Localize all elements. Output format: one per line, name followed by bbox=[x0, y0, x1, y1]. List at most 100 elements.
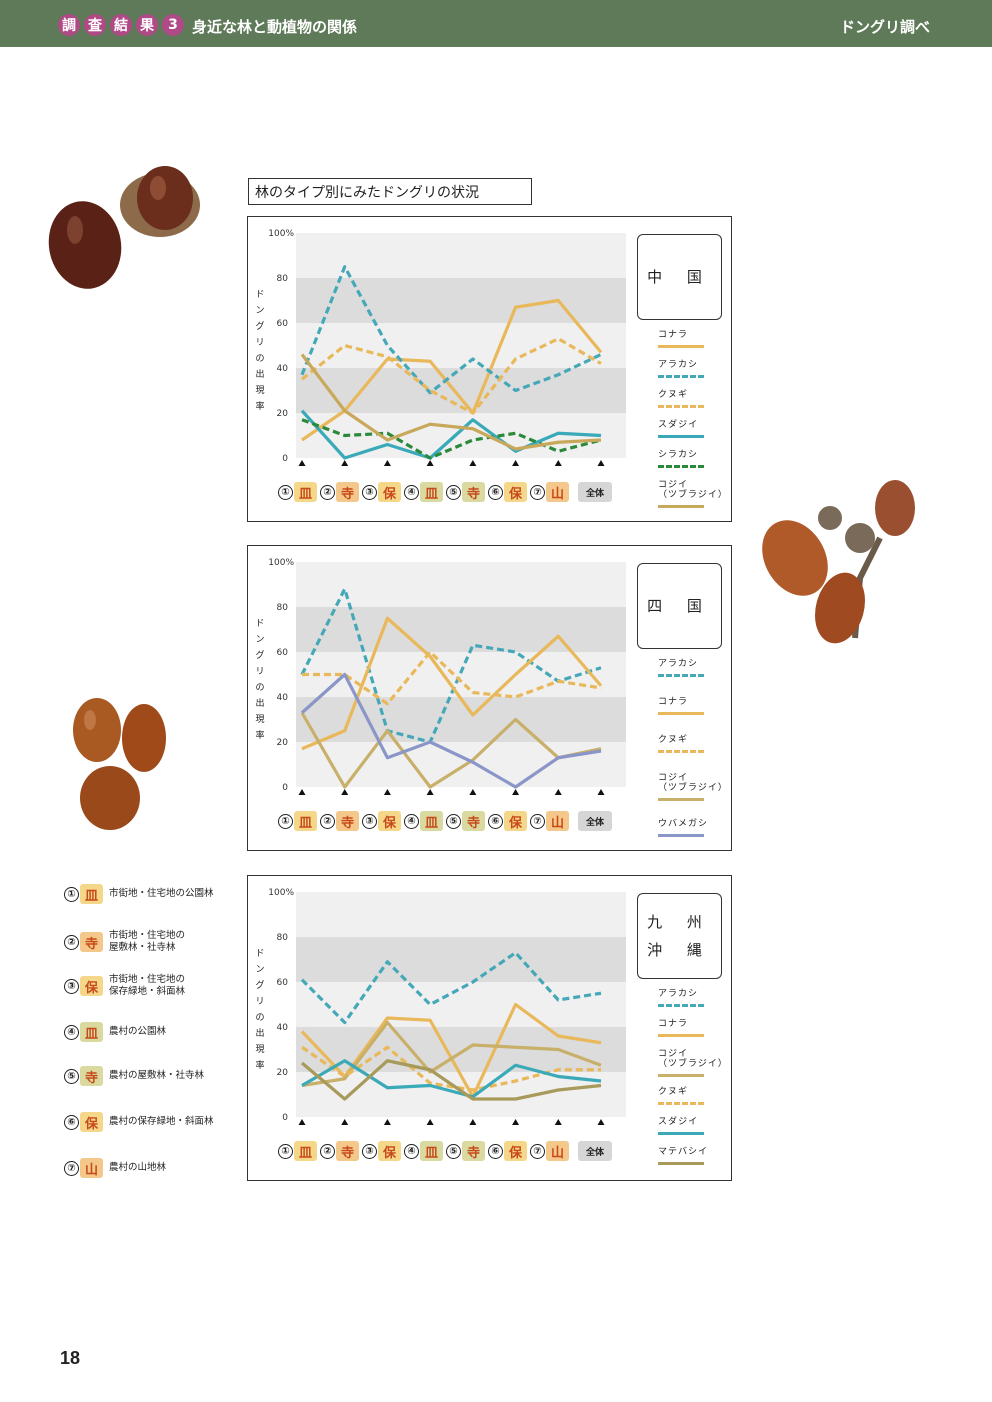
x-tick-marker bbox=[512, 460, 520, 466]
forest-type-icon: 皿 bbox=[294, 482, 317, 502]
forest-type-icon: 寺 bbox=[80, 932, 103, 952]
grid-band bbox=[296, 892, 626, 937]
header-badge: 果 bbox=[136, 14, 158, 36]
forest-type-icon: 寺 bbox=[336, 482, 359, 502]
y-axis-label: ドングリの出現率 bbox=[255, 619, 265, 741]
legend-item: コナラ bbox=[658, 697, 738, 715]
series-line bbox=[301, 298, 603, 442]
y-tick-label: 80 bbox=[277, 274, 289, 284]
category-key-item: ④ 皿農村の公園林 bbox=[64, 1022, 166, 1042]
series-line bbox=[301, 1059, 602, 1099]
forest-type-icon: 寺 bbox=[462, 482, 485, 502]
page-number: 18 bbox=[60, 1348, 81, 1368]
category-key-item: ⑥ 保農村の保存緑地・斜面林 bbox=[64, 1112, 214, 1132]
category-key-item: ③ 保市街地・住宅地の 保存緑地・斜面林 bbox=[64, 974, 185, 998]
forest-type-icon: 保 bbox=[80, 976, 103, 996]
category-number: ① bbox=[64, 886, 79, 902]
legend-label: コジイ （ツブラジイ） bbox=[658, 773, 728, 793]
x-tick-marker bbox=[298, 1119, 306, 1125]
legend-item: コジイ （ツブラジイ） bbox=[658, 480, 738, 508]
legend-swatch bbox=[658, 405, 704, 408]
forest-type-icon: 保 bbox=[504, 482, 527, 502]
x-tick-marker bbox=[512, 789, 520, 795]
y-tick-label: 60 bbox=[277, 978, 289, 988]
x-tick-marker bbox=[341, 460, 349, 466]
legend-label: コナラ bbox=[658, 1019, 689, 1029]
x-tick-marker bbox=[426, 1119, 434, 1125]
legend-label: コジイ （ツブラジイ） bbox=[658, 480, 728, 500]
legend-label: コナラ bbox=[658, 330, 689, 340]
y-axis-label: ドングリの出現率 bbox=[255, 949, 265, 1071]
y-tick-label: 0 bbox=[282, 454, 288, 464]
y-tick-label: 20 bbox=[277, 409, 289, 419]
region-label-line: 九 州 bbox=[647, 913, 712, 931]
forest-type-icon: 皿 bbox=[420, 1141, 443, 1161]
y-tick-label: 40 bbox=[277, 1023, 289, 1033]
forest-type-icon: 寺 bbox=[336, 811, 359, 831]
series-line bbox=[300, 1059, 602, 1101]
acorn-photo-1 bbox=[48, 166, 200, 289]
category-key-label: 市街地・住宅地の 保存緑地・斜面林 bbox=[109, 974, 186, 997]
series-line bbox=[300, 672, 602, 789]
series-line bbox=[302, 650, 602, 706]
category-key-item: ⑦ 山農村の山地林 bbox=[64, 1158, 166, 1178]
category-row: ① 皿 ② 寺 ③ 保 ④ 皿 ⑤ 寺 ⑥ 保 ⑦ 山全体 bbox=[278, 811, 612, 831]
region-label-line: 沖 縄 bbox=[647, 941, 712, 959]
category-number: ② bbox=[320, 1143, 335, 1159]
y-tick-label: 0 bbox=[282, 1113, 288, 1123]
series-line bbox=[300, 587, 602, 744]
series-line bbox=[301, 1045, 601, 1092]
legend-item: コナラ bbox=[658, 1019, 738, 1037]
category-key-label: 市街地・住宅地の 屋敷林・社寺林 bbox=[109, 930, 186, 953]
region-label-line: 四 国 bbox=[647, 597, 712, 615]
legend-item: クヌギ bbox=[658, 1087, 738, 1105]
line-chart-kyushu-okinawa: 0 20 40 60 80 100% bbox=[268, 888, 626, 1125]
acorn-photo-2 bbox=[762, 480, 915, 644]
legend-swatch bbox=[658, 834, 704, 837]
x-tick-marker bbox=[554, 789, 562, 795]
region-label: 四 国 bbox=[637, 563, 722, 649]
category-number: ⑤ bbox=[446, 813, 461, 829]
series-line bbox=[300, 353, 602, 451]
legend-item: スダジイ bbox=[658, 1117, 738, 1135]
series-line bbox=[300, 711, 602, 789]
header-badge: 3 bbox=[162, 14, 184, 36]
series-line bbox=[301, 337, 602, 415]
acorn-photo-3 bbox=[73, 698, 166, 830]
category-row: ① 皿 ② 寺 ③ 保 ④ 皿 ⑤ 寺 ⑥ 保 ⑦ 山全体 bbox=[278, 1141, 612, 1161]
forest-type-icon: 皿 bbox=[420, 811, 443, 831]
legend-swatch bbox=[658, 1004, 704, 1007]
category-number: ⑥ bbox=[64, 1114, 79, 1130]
x-tick-marker bbox=[597, 1119, 605, 1125]
series-line bbox=[300, 409, 602, 460]
legend-swatch bbox=[658, 1034, 704, 1037]
series-line bbox=[301, 1020, 602, 1088]
category-number: ③ bbox=[362, 813, 377, 829]
x-tick-marker bbox=[341, 789, 349, 795]
legend-label: クヌギ bbox=[658, 1087, 689, 1097]
y-tick-label: 100% bbox=[268, 229, 294, 239]
header-subtitle: 身近な林と動植物の関係 bbox=[192, 18, 358, 36]
category-all: 全体 bbox=[578, 482, 612, 502]
x-tick-marker bbox=[469, 789, 477, 795]
forest-type-icon: 山 bbox=[546, 811, 569, 831]
y-tick-label: 100% bbox=[268, 558, 294, 568]
forest-type-icon: 保 bbox=[378, 482, 401, 502]
grid-band bbox=[296, 982, 626, 1027]
line-chart-chugoku: 0 20 40 60 80 100% bbox=[268, 229, 626, 466]
legend-item: シラカシ bbox=[658, 450, 738, 468]
category-number: ③ bbox=[64, 978, 79, 994]
category-key-label: 農村の公園林 bbox=[109, 1026, 167, 1037]
category-number: ④ bbox=[404, 484, 419, 500]
category-number: ⑦ bbox=[530, 1143, 545, 1159]
legend-label: ウバメガシ bbox=[658, 819, 709, 829]
category-number: ① bbox=[278, 1143, 293, 1159]
category-key-item: ① 皿市街地・住宅地の公園林 bbox=[64, 884, 214, 904]
x-tick-marker bbox=[298, 460, 306, 466]
